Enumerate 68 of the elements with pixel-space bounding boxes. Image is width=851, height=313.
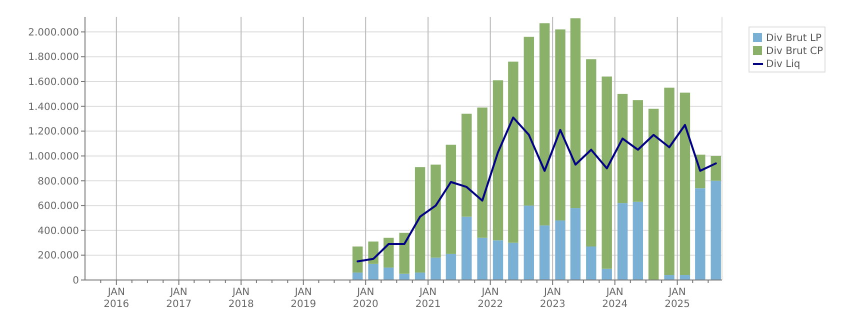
y-tick-label: 800.000 xyxy=(38,176,79,188)
bar xyxy=(710,180,721,280)
y-tick-label: 2.000.000 xyxy=(28,27,79,38)
bar xyxy=(539,225,550,280)
bar xyxy=(664,275,674,280)
x-tick-label: JAN 2021 xyxy=(415,287,441,310)
y-tick-label: 600.000 xyxy=(38,201,79,212)
bar xyxy=(524,36,534,206)
bar xyxy=(430,258,441,280)
y-tick-label: 1.400.000 xyxy=(28,102,79,113)
x-tick-label: JAN 2024 xyxy=(602,287,628,310)
bar xyxy=(492,240,504,280)
bar xyxy=(539,23,550,226)
x-tick-label: JAN 2023 xyxy=(540,287,566,310)
bar xyxy=(680,92,690,276)
bar xyxy=(462,216,472,280)
bar xyxy=(586,59,596,247)
y-tick-label: 1.200.000 xyxy=(28,126,79,138)
bar xyxy=(555,220,566,280)
bar xyxy=(555,29,566,220)
bar xyxy=(570,18,581,208)
line-series xyxy=(356,116,717,262)
bar xyxy=(617,94,628,204)
bar xyxy=(399,232,410,274)
y-tick-label: 0 xyxy=(72,276,79,286)
bar xyxy=(477,238,488,280)
bar xyxy=(414,272,426,280)
legend-label: Div Liq xyxy=(766,59,800,70)
bar xyxy=(352,272,363,280)
x-tick-label: JAN 2017 xyxy=(166,287,192,310)
bar xyxy=(570,208,581,280)
bar xyxy=(477,108,488,238)
bar xyxy=(524,206,534,280)
bar xyxy=(384,238,394,268)
bar xyxy=(508,62,518,243)
y-tick-label: 200.000 xyxy=(38,250,79,262)
bar xyxy=(446,254,456,280)
x-tick-label: JAN 2025 xyxy=(664,287,690,310)
x-tick-label: JAN 2018 xyxy=(228,287,254,310)
bar xyxy=(632,100,643,202)
y-tick-label: 1.600.000 xyxy=(28,77,79,88)
bar xyxy=(492,80,504,240)
bar xyxy=(446,144,456,254)
x-tick-label: JAN 2019 xyxy=(290,287,316,310)
bar xyxy=(414,167,426,273)
y-tick-label: 400.000 xyxy=(38,226,79,237)
bar xyxy=(508,242,518,280)
bar xyxy=(384,268,394,280)
bar xyxy=(632,202,643,280)
legend-label: Div Brut CP xyxy=(766,46,823,57)
bar xyxy=(617,203,628,280)
x-tick-label: JAN 2020 xyxy=(352,287,378,310)
y-tick-label: 1.800.000 xyxy=(28,52,79,64)
bar xyxy=(602,268,612,280)
bar xyxy=(710,156,721,181)
bar xyxy=(352,246,363,273)
bar xyxy=(602,76,612,269)
legend-label: Div Brut LP xyxy=(766,33,822,44)
bar xyxy=(368,264,378,280)
bar xyxy=(648,108,659,280)
bar xyxy=(430,164,441,258)
bar xyxy=(586,246,596,280)
x-tick-label: JAN 2022 xyxy=(478,287,504,310)
x-tick-label: JAN 2016 xyxy=(104,287,130,310)
bar xyxy=(695,188,706,280)
bar xyxy=(664,88,674,276)
bar xyxy=(462,114,472,217)
y-tick-label: 1.000.000 xyxy=(28,151,79,162)
